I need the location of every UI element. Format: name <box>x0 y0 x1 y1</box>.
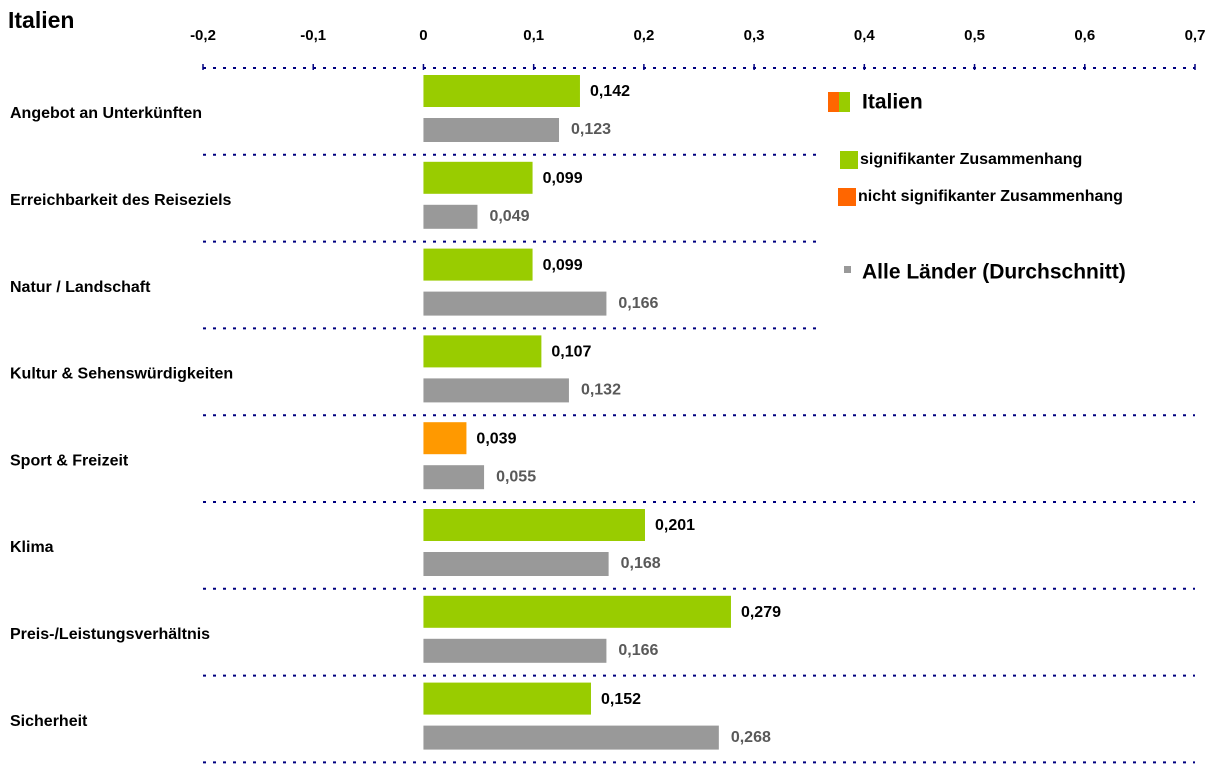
value-label: 0,099 <box>543 170 583 187</box>
bar <box>423 75 580 107</box>
value-label: 0,107 <box>551 344 591 361</box>
value-label: 0,049 <box>489 208 529 225</box>
legend-swatch <box>840 151 858 169</box>
legend-swatch <box>828 92 839 112</box>
bar <box>423 595 731 628</box>
x-tick-label: 0,5 <box>964 27 985 44</box>
bar <box>423 638 607 663</box>
bar <box>423 682 591 715</box>
legend-label: Italien <box>862 91 923 114</box>
category-label: Angebot an Unterkünften <box>10 105 202 122</box>
value-label: 0,168 <box>621 555 661 572</box>
category-label: Kultur & Sehenswürdigkeiten <box>10 366 233 383</box>
x-tick-label: 0,4 <box>854 27 876 44</box>
bar <box>423 465 485 490</box>
category-label: Natur / Landschaft <box>10 279 151 296</box>
category-label: Sport & Freizeit <box>10 452 129 469</box>
x-tick-label: -0,1 <box>300 27 326 44</box>
bar <box>423 248 533 281</box>
legend-swatch <box>839 92 850 112</box>
bar <box>423 422 467 455</box>
value-label: 0,099 <box>543 257 583 274</box>
bar <box>423 378 569 403</box>
value-label: 0,268 <box>731 729 771 746</box>
legend-label: signifikanter Zusammenhang <box>860 151 1082 168</box>
x-tick-label: 0,6 <box>1074 27 1095 44</box>
value-label: 0,166 <box>618 295 658 312</box>
bar <box>423 725 719 750</box>
value-label: 0,142 <box>590 83 630 100</box>
bar <box>423 204 478 229</box>
bar <box>423 291 607 316</box>
value-label: 0,279 <box>741 604 781 621</box>
category-label: Sicherheit <box>10 713 88 730</box>
value-label: 0,123 <box>571 121 611 138</box>
category-label: Preis-/Leistungsverhältnis <box>10 626 210 643</box>
value-label: 0,166 <box>618 642 658 659</box>
bar <box>423 552 609 576</box>
value-label: 0,152 <box>601 691 641 708</box>
legend-label: Alle Länder (Durchschnitt) <box>862 261 1126 284</box>
bar <box>423 509 645 541</box>
value-label: 0,055 <box>496 468 536 485</box>
value-label: 0,039 <box>476 430 516 447</box>
x-tick-label: 0,1 <box>523 27 544 44</box>
legend-label: nicht signifikanter Zusammenhang <box>858 188 1123 205</box>
category-label: Erreichbarkeit des Reiseziels <box>10 192 232 209</box>
x-tick-label: -0,2 <box>190 27 216 44</box>
legend-swatch <box>844 266 851 273</box>
legend-swatch <box>838 188 856 206</box>
bar <box>423 118 560 142</box>
x-tick-label: 0,7 <box>1185 27 1206 44</box>
bar <box>423 161 533 194</box>
category-label: Klima <box>10 539 54 556</box>
value-label: 0,132 <box>581 382 621 399</box>
x-tick-label: 0 <box>419 27 427 44</box>
x-tick-label: 0,3 <box>744 27 765 44</box>
x-tick-label: 0,2 <box>633 27 654 44</box>
bar <box>423 335 542 368</box>
chart-title: Italien <box>8 7 74 33</box>
value-label: 0,201 <box>655 517 695 534</box>
